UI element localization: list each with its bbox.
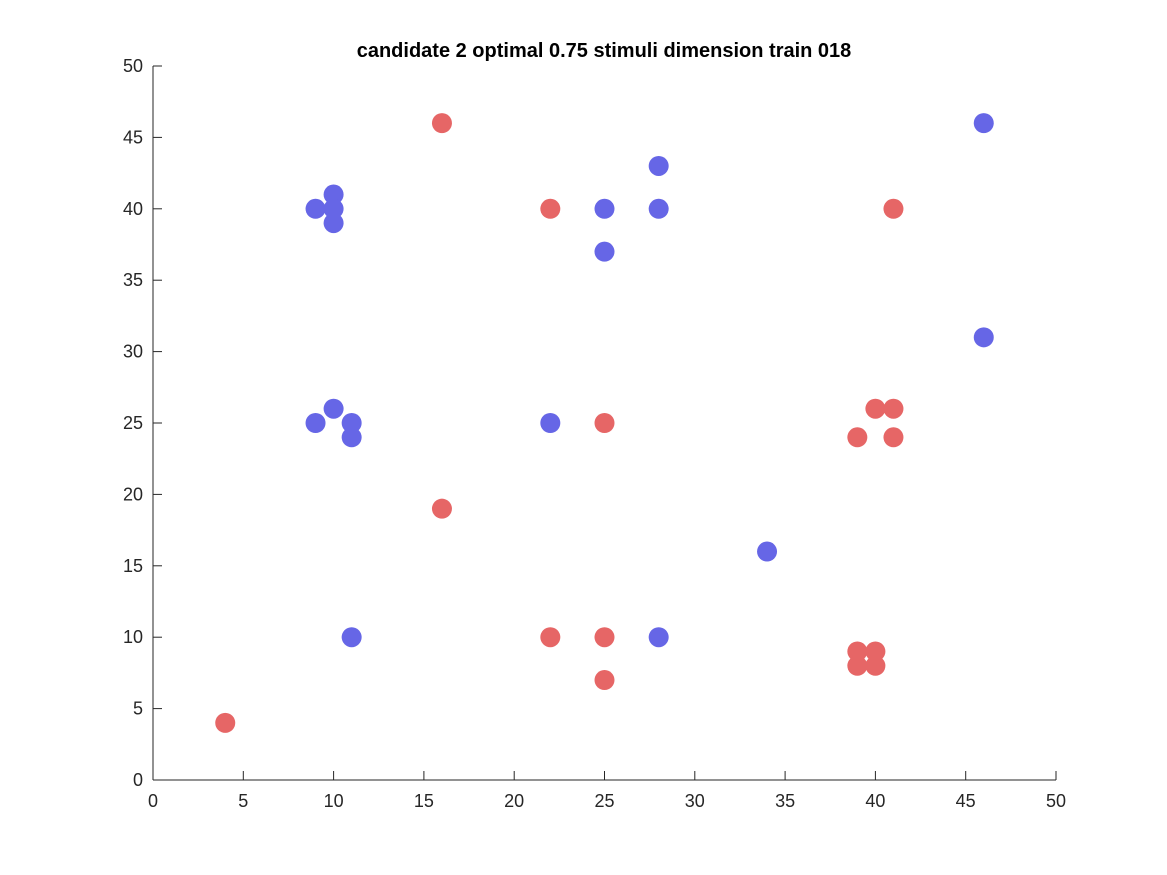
data-point [648, 198, 669, 219]
x-tick-label: 30 [685, 791, 705, 811]
data-point [883, 198, 904, 219]
data-point [883, 427, 904, 448]
data-point [883, 398, 904, 419]
data-point [847, 655, 868, 676]
data-point [341, 627, 362, 648]
data-point [323, 398, 344, 419]
data-point [540, 627, 561, 648]
y-tick-label: 45 [123, 127, 143, 147]
axes: 0 5 10 15 20 25 30 35 40 45 50 0 5 10 15 20 25 30 35 40 45 50 [123, 56, 1066, 811]
x-tick-label: 10 [324, 791, 344, 811]
data-point [323, 198, 344, 219]
y-tick-label: 40 [123, 199, 143, 219]
x-tick-label: 15 [414, 791, 434, 811]
data-point [305, 413, 326, 433]
data-point [594, 198, 615, 219]
x-tick-label: 25 [594, 791, 614, 811]
data-point [341, 427, 362, 448]
y-tick-label: 20 [123, 484, 143, 504]
y-tick-label: 10 [123, 627, 143, 647]
data-point [757, 541, 778, 562]
x-tick-label: 50 [1046, 791, 1066, 811]
y-tick-label: 0 [133, 770, 143, 790]
data-point [865, 655, 886, 676]
data-point [865, 398, 886, 419]
data-point [973, 113, 994, 134]
data-point [847, 641, 868, 662]
data-point [847, 427, 868, 448]
y-tick-label: 50 [123, 56, 143, 76]
data-point [341, 413, 362, 433]
data-point [323, 213, 344, 234]
chart-title: candidate 2 optimal 0.75 stimuli dimensi… [357, 40, 852, 62]
data-point [648, 627, 669, 648]
x-tick-label: 20 [504, 791, 524, 811]
data-point [594, 670, 615, 691]
y-tick-label: 35 [123, 270, 143, 290]
x-tick-label: 0 [148, 791, 158, 811]
data-point [215, 712, 236, 733]
data-point [594, 241, 615, 262]
x-tick-label: 5 [238, 791, 248, 811]
x-tick-label: 40 [865, 791, 885, 811]
x-tick-label: 45 [956, 791, 976, 811]
y-tick-label: 25 [123, 413, 143, 433]
x-tick-label: 35 [775, 791, 795, 811]
data-point [648, 155, 669, 176]
data-point [323, 184, 344, 205]
y-tick-label: 30 [123, 342, 143, 362]
data-point [431, 498, 452, 519]
y-tick-label: 15 [123, 556, 143, 576]
data-point [540, 198, 561, 219]
data-point [305, 198, 326, 219]
data-point [594, 627, 615, 648]
data-point [431, 113, 452, 134]
data-points [215, 113, 994, 733]
data-point [865, 641, 886, 662]
data-point [973, 327, 994, 348]
data-point [594, 413, 615, 433]
y-tick-label: 5 [133, 699, 143, 719]
data-point [540, 413, 561, 433]
